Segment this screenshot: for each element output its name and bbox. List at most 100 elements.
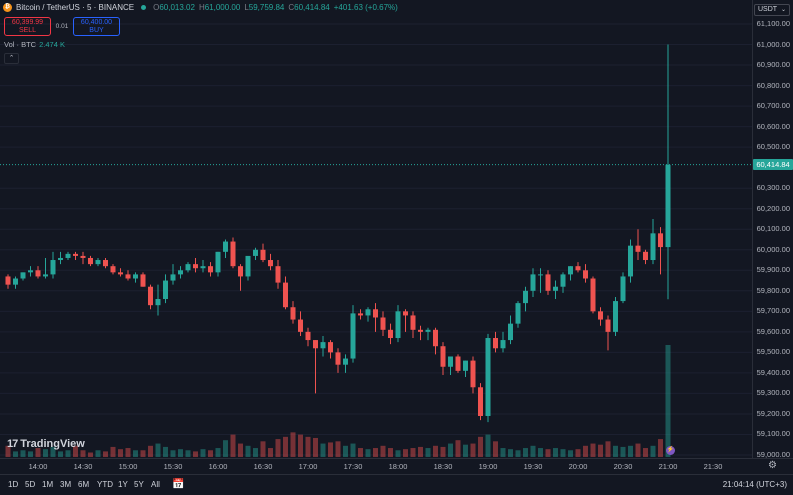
candle[interactable] bbox=[358, 309, 363, 320]
candle[interactable] bbox=[245, 255, 251, 281]
candle[interactable] bbox=[50, 251, 56, 279]
candle[interactable] bbox=[43, 257, 48, 279]
candle[interactable] bbox=[140, 272, 146, 287]
candle[interactable] bbox=[260, 243, 266, 263]
candle[interactable] bbox=[28, 266, 33, 277]
candle[interactable] bbox=[320, 335, 326, 357]
candle[interactable] bbox=[58, 251, 63, 265]
candle[interactable] bbox=[508, 315, 513, 345]
candle[interactable] bbox=[440, 342, 446, 375]
candle[interactable] bbox=[253, 247, 258, 261]
candle[interactable] bbox=[133, 272, 138, 283]
candle[interactable] bbox=[635, 229, 641, 261]
candle[interactable] bbox=[455, 354, 461, 373]
candle[interactable] bbox=[35, 266, 41, 279]
candle[interactable] bbox=[20, 272, 26, 281]
candle[interactable] bbox=[223, 239, 228, 258]
candle[interactable] bbox=[485, 333, 491, 423]
candlestick-chart[interactable] bbox=[0, 0, 752, 458]
candle[interactable] bbox=[208, 262, 213, 277]
candle[interactable] bbox=[523, 286, 528, 312]
candle[interactable] bbox=[238, 264, 243, 291]
candle[interactable] bbox=[568, 266, 573, 281]
candle[interactable] bbox=[185, 262, 191, 273]
candle[interactable] bbox=[88, 255, 93, 267]
volume-legend[interactable]: Vol · BTC 2.474 K bbox=[4, 40, 65, 49]
range-button-5y[interactable]: 5Y bbox=[134, 480, 144, 489]
candle[interactable] bbox=[590, 276, 596, 314]
candle[interactable] bbox=[200, 260, 206, 273]
candle[interactable] bbox=[125, 270, 131, 281]
candle[interactable] bbox=[170, 264, 176, 285]
candle[interactable] bbox=[545, 270, 551, 295]
candle[interactable] bbox=[110, 264, 116, 275]
candle[interactable] bbox=[118, 268, 123, 277]
candle[interactable] bbox=[328, 340, 333, 359]
candle[interactable] bbox=[493, 331, 498, 353]
tradingview-logo[interactable]: 17 TradingView bbox=[7, 438, 85, 450]
candle[interactable] bbox=[500, 331, 506, 353]
candle[interactable] bbox=[290, 301, 296, 324]
candle[interactable] bbox=[268, 253, 273, 271]
candle[interactable] bbox=[163, 274, 168, 304]
candle[interactable] bbox=[215, 251, 221, 277]
range-button-1m[interactable]: 1M bbox=[42, 480, 54, 489]
candle[interactable] bbox=[343, 354, 348, 373]
gear-icon[interactable]: ⚙ bbox=[768, 460, 777, 471]
candle[interactable] bbox=[103, 257, 108, 269]
buy-button[interactable]: 60,400.00 BUY bbox=[73, 17, 120, 36]
candle[interactable] bbox=[365, 307, 371, 322]
time-axis[interactable]: ⚙ 14:00 14:30 15:00 15:30 16:00 16:30 17:00 17:… bbox=[0, 458, 793, 472]
candle[interactable] bbox=[305, 327, 311, 347]
candle[interactable] bbox=[560, 272, 566, 293]
candle[interactable] bbox=[155, 284, 161, 316]
candle[interactable] bbox=[80, 251, 86, 265]
candle[interactable] bbox=[275, 260, 281, 289]
candle[interactable] bbox=[65, 251, 71, 261]
candle[interactable] bbox=[598, 307, 603, 326]
candle[interactable] bbox=[530, 268, 536, 297]
candle[interactable] bbox=[373, 303, 378, 332]
symbol-title[interactable]: Bitcoin / TetherUS · 5 · BINANCE bbox=[16, 3, 135, 12]
candle[interactable] bbox=[350, 305, 356, 363]
candle[interactable] bbox=[178, 266, 183, 279]
candle[interactable] bbox=[463, 360, 468, 378]
range-button-1d[interactable]: 1D bbox=[8, 480, 19, 489]
candle[interactable] bbox=[650, 218, 656, 265]
range-button-1y[interactable]: 1Y bbox=[118, 480, 128, 489]
candle[interactable] bbox=[613, 296, 618, 336]
candle[interactable] bbox=[478, 383, 483, 421]
candle[interactable] bbox=[628, 239, 633, 283]
candle[interactable] bbox=[283, 276, 288, 310]
timezone-clock[interactable]: 21:04:14 (UTC+3) bbox=[722, 480, 787, 489]
candle[interactable] bbox=[575, 262, 581, 273]
range-button-3m[interactable]: 3M bbox=[60, 480, 72, 489]
candle[interactable] bbox=[553, 280, 558, 300]
candle[interactable] bbox=[5, 274, 11, 289]
candle[interactable] bbox=[515, 301, 521, 328]
candle[interactable] bbox=[658, 227, 663, 275]
candle[interactable] bbox=[583, 264, 588, 283]
candle[interactable] bbox=[230, 237, 236, 269]
candle[interactable] bbox=[448, 356, 453, 375]
candle[interactable] bbox=[538, 268, 543, 293]
candle[interactable] bbox=[298, 311, 303, 336]
lightning-icon[interactable]: ⚡ bbox=[666, 446, 675, 455]
currency-selector[interactable]: USDT ⌄ bbox=[754, 4, 790, 16]
candle[interactable] bbox=[335, 348, 341, 373]
candle[interactable] bbox=[425, 327, 431, 341]
range-button-ytd[interactable]: YTD bbox=[97, 480, 113, 489]
candle[interactable] bbox=[95, 257, 101, 267]
candle[interactable] bbox=[433, 327, 438, 355]
candle[interactable] bbox=[313, 340, 318, 394]
candle[interactable] bbox=[643, 249, 648, 265]
range-button-5d[interactable]: 5D bbox=[25, 480, 36, 489]
range-button-6m[interactable]: 6M bbox=[78, 480, 90, 489]
candle[interactable] bbox=[665, 44, 671, 300]
candle[interactable] bbox=[410, 311, 416, 339]
chevron-up-icon[interactable]: ⌃ bbox=[4, 53, 19, 64]
calendar-range-icon[interactable]: 📅 bbox=[172, 479, 185, 490]
candle[interactable] bbox=[605, 315, 611, 351]
range-button-all[interactable]: All bbox=[151, 480, 160, 489]
candle[interactable] bbox=[620, 272, 626, 304]
